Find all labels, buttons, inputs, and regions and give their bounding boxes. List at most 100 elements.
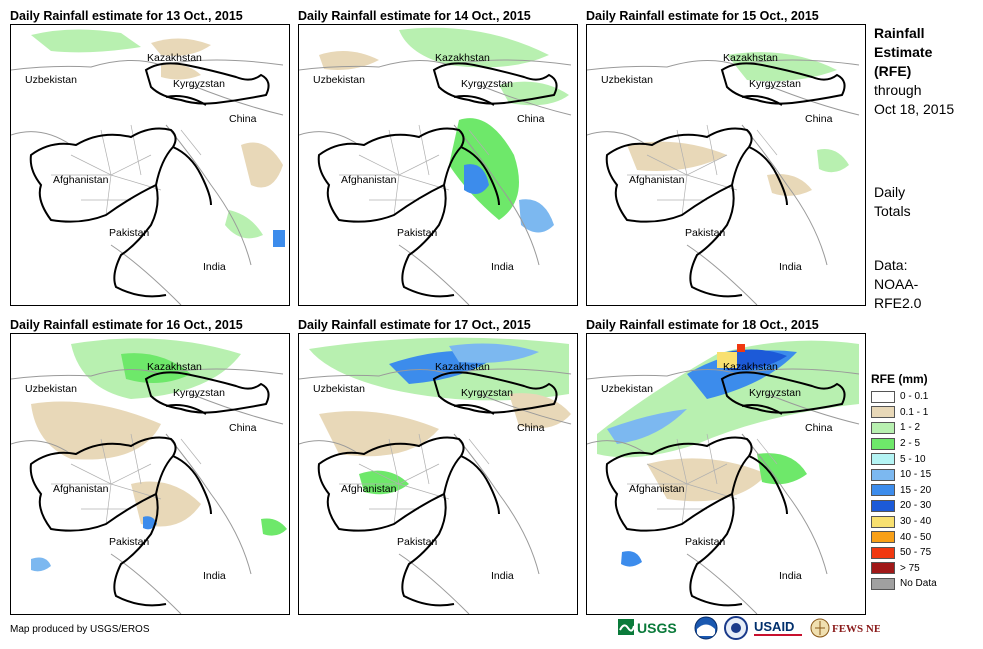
region-border <box>317 436 465 532</box>
region-border <box>172 146 212 206</box>
map-canvas: Kazakhstan Uzbekistan Kyrgyzstan China Afgha… <box>587 340 860 614</box>
legend-swatch <box>871 531 895 544</box>
legend-swatch <box>871 406 895 419</box>
rainfall-area <box>464 164 489 194</box>
legend-swatch <box>871 421 895 434</box>
country-border <box>110 553 182 614</box>
rainfall-map: Kazakhstan Uzbekistan Kyrgyzstan China Afgha… <box>586 24 866 306</box>
country-label-india: India <box>203 261 226 273</box>
region-border <box>317 127 465 223</box>
rainfall-area <box>273 230 285 247</box>
legend-item: 0.1 - 1 <box>871 405 937 421</box>
rainfall-map-panel: Daily Rainfall estimate for 17 Oct., 201… <box>298 318 578 615</box>
country-border <box>587 368 738 380</box>
rainfall-area <box>359 470 409 495</box>
region-border <box>144 62 270 105</box>
map-credit: Map produced by USGS/EROS <box>10 624 150 635</box>
country-label-afghanistan: Afghanistan <box>629 174 685 186</box>
rainfall-area <box>737 344 745 352</box>
country-label-pakistan: Pakistan <box>685 536 725 548</box>
rainfall-map: Kazakhstan Uzbekistan Kyrgyzstan China Afgha… <box>298 24 578 306</box>
country-label-afghanistan: Afghanistan <box>341 174 397 186</box>
region-border <box>172 455 212 515</box>
country-label-india: India <box>203 570 226 582</box>
legend-swatch <box>871 468 895 481</box>
map-canvas: Kazakhstan Uzbekistan Kyrgyzstan China Afgha… <box>11 29 285 305</box>
province-border <box>110 174 162 191</box>
region-border <box>432 371 558 414</box>
data-source-2: RFE2.0 <box>874 295 922 311</box>
rainfall-area <box>767 174 812 196</box>
country-label-pakistan: Pakistan <box>685 227 725 239</box>
country-label-kyrgyzstan: Kyrgyzstan <box>461 78 513 90</box>
province-border <box>418 124 430 176</box>
province-border <box>706 433 718 485</box>
province-border <box>756 438 778 465</box>
legend-item: 50 - 75 <box>871 545 937 561</box>
rfe-title-3: (RFE) <box>874 63 912 79</box>
country-border <box>398 244 470 305</box>
rainfall-area <box>449 118 519 220</box>
rfe-title-5: Oct 18, 2015 <box>874 101 955 117</box>
rainfall-map: Kazakhstan Uzbekistan Kyrgyzstan China Afgha… <box>298 333 578 615</box>
legend-item: 2 - 5 <box>871 436 937 452</box>
rainfall-map: Kazakhstan Uzbekistan Kyrgyzstan China Afgha… <box>10 24 290 306</box>
country-border <box>11 59 162 71</box>
legend-label: 1 - 2 <box>900 422 921 434</box>
usgs-logo: USGS <box>618 619 677 636</box>
region-border <box>453 404 495 415</box>
daily-totals-note: Daily Totals <box>874 183 911 221</box>
region-border <box>113 184 167 298</box>
legend-label: 15 - 20 <box>900 484 932 496</box>
legend-item: 30 - 40 <box>871 514 937 530</box>
data-label: Data: <box>874 257 908 273</box>
rainfall-area <box>319 51 379 70</box>
country-border <box>299 440 360 455</box>
country-label-uzbekistan: Uzbekistan <box>25 383 77 395</box>
country-border <box>11 368 162 380</box>
fews-net-logo: FEWS NET <box>810 618 880 638</box>
map-canvas: Kazakhstan Uzbekistan Kyrgyzstan China Afgha… <box>587 52 860 305</box>
region-border <box>689 184 743 298</box>
country-border <box>587 131 648 146</box>
country-label-kazakhstan: Kazakhstan <box>435 52 490 64</box>
country-border <box>11 440 72 455</box>
legend-heading: RFE (mm) <box>871 372 928 386</box>
country-label-india: India <box>491 570 514 582</box>
partner-logos: USGS USAID FEWS NET <box>618 616 880 640</box>
country-label-china: China <box>517 113 545 125</box>
rainfall-area <box>449 343 539 363</box>
country-label-uzbekistan: Uzbekistan <box>313 383 365 395</box>
country-label-kazakhstan: Kazakhstan <box>147 361 202 373</box>
province-border <box>468 129 490 156</box>
country-label-china: China <box>517 422 545 434</box>
province-border <box>418 433 430 485</box>
usgs-logo-text: USGS <box>637 620 677 636</box>
province-border <box>180 438 202 465</box>
legend-item: 40 - 50 <box>871 529 937 545</box>
country-border <box>453 433 540 575</box>
region-border <box>720 371 846 414</box>
legend-label: 20 - 30 <box>900 500 932 512</box>
country-label-uzbekistan: Uzbekistan <box>601 383 653 395</box>
legend-swatch <box>871 453 895 466</box>
country-label-afghanistan: Afghanistan <box>629 483 685 495</box>
province-border <box>398 483 450 500</box>
rainfall-area <box>607 409 687 444</box>
country-label-india: India <box>779 570 802 582</box>
region-border <box>460 146 500 206</box>
legend-label: 50 - 75 <box>900 547 932 559</box>
legend-label: 0 - 0.1 <box>900 391 929 403</box>
map-canvas: Kazakhstan Uzbekistan Kyrgyzstan China Afgha… <box>299 337 572 614</box>
usaid-logo: USAID <box>754 619 802 636</box>
rfe-title-4: through <box>874 82 922 98</box>
region-border <box>460 455 500 515</box>
rainfall-map-panel: Daily Rainfall estimate for 13 Oct., 201… <box>10 9 290 306</box>
rainfall-area <box>717 352 737 368</box>
rainfall-map: Kazakhstan Uzbekistan Kyrgyzstan China Afgha… <box>586 333 866 615</box>
region-border <box>144 371 270 414</box>
data-source-note: Data: NOAA- RFE2.0 <box>874 256 921 313</box>
province-border <box>706 124 718 176</box>
daily-label: Daily <box>874 184 906 200</box>
region-border <box>605 436 753 532</box>
